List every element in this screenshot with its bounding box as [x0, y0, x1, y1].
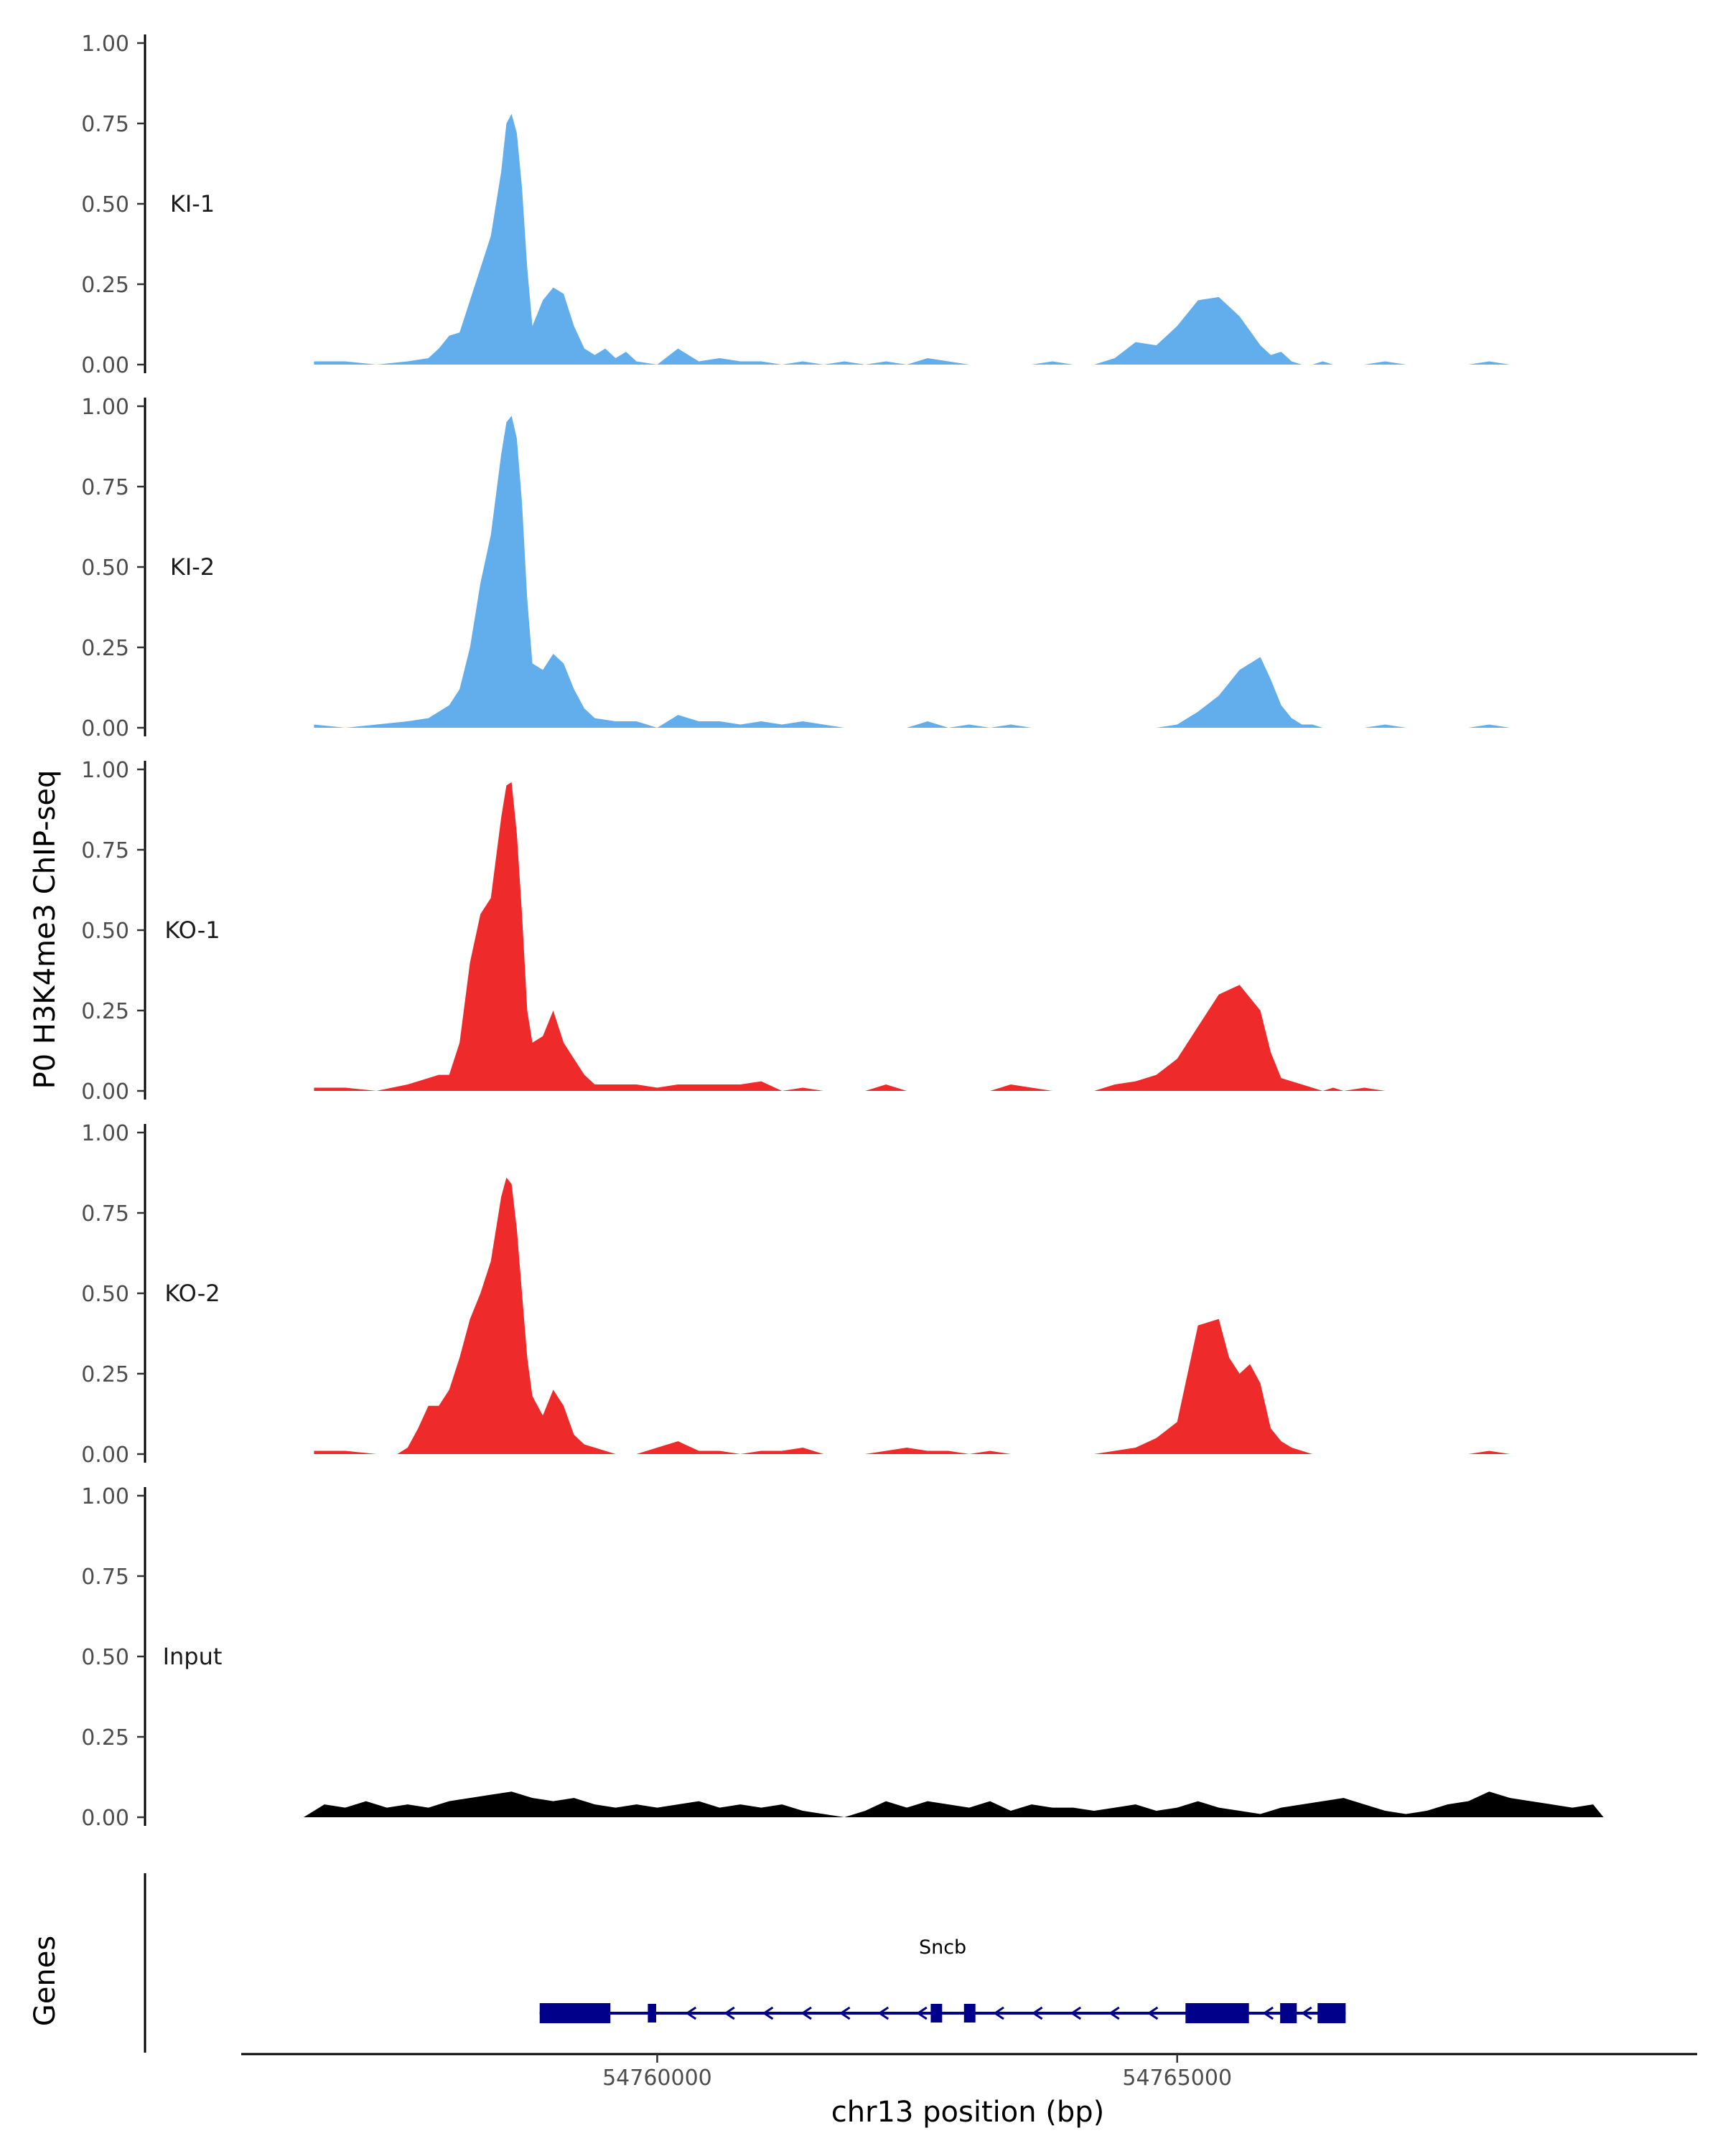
x-tick-label: 54765000 [1122, 2066, 1232, 2091]
strand-arrow [1147, 2006, 1159, 2020]
coverage-area-input [303, 1791, 1604, 1817]
gene-exon [539, 2003, 611, 2023]
x-axis-title: chr13 position (bp) [831, 2096, 1105, 2129]
y-tick-label: 0.75 [81, 1565, 129, 1590]
track-label: KO-1 [164, 917, 220, 944]
track-label: KI-1 [170, 190, 215, 217]
coverage-panels: 0.00 0.25 0.50 0.75 1.00 KI-1 0.00 0.25 0.50 0.75… [81, 32, 1604, 1831]
track-panel-input: 0.00 0.25 0.50 0.75 1.00 Input [81, 1484, 1604, 1831]
track-label: KI-2 [170, 553, 215, 581]
y-tick-label: 0.00 [81, 716, 129, 741]
x-tick-label: 54760000 [602, 2066, 712, 2091]
gene-exon [1317, 2003, 1346, 2023]
coverage-area-ko-1 [314, 782, 1594, 1091]
track-label: Input [163, 1643, 223, 1670]
strand-arrow [1070, 2006, 1082, 2020]
strand-arrow [1262, 2006, 1274, 2020]
strand-arrow [916, 2006, 928, 2020]
y-tick-label: 0.75 [81, 838, 129, 863]
strand-arrow [762, 2006, 774, 2020]
coverage-area-ki-1 [314, 113, 1604, 365]
gene-name-label: Sncb [919, 1936, 966, 1959]
y-tick-label: 0.75 [81, 112, 129, 137]
track-panel-ki-1: 0.00 0.25 0.50 0.75 1.00 KI-1 [81, 32, 1604, 378]
track-label: KO-2 [164, 1280, 220, 1307]
strand-arrow [685, 2006, 697, 2020]
y-tick-label: 0.50 [81, 556, 129, 581]
y-tick-label: 0.00 [81, 1079, 129, 1105]
track-panel-ko-1: 0.00 0.25 0.50 0.75 1.00 KO-1 [81, 758, 1594, 1105]
gene-exon [1185, 2003, 1249, 2023]
track-panel-ki-2: 0.00 0.25 0.50 0.75 1.00 KI-2 [81, 395, 1604, 741]
y-tick-label: 0.00 [81, 1443, 129, 1468]
y-tick-label: 0.25 [81, 273, 129, 298]
strand-arrow [724, 2006, 735, 2020]
y-tick-label: 0.25 [81, 1725, 129, 1750]
strand-arrow [800, 2006, 812, 2020]
y-tick-label: 0.75 [81, 1201, 129, 1227]
y-tick-label: 1.00 [81, 395, 129, 420]
y-tick-label: 1.00 [81, 1121, 129, 1146]
track-panel-ko-2: 0.00 0.25 0.50 0.75 1.00 KO-2 [81, 1121, 1573, 1468]
strand-arrow [1108, 2006, 1120, 2020]
y-tick-label: 0.25 [81, 999, 129, 1024]
y-tick-label: 0.50 [81, 919, 129, 944]
x-axis: 54760000 54765000 [241, 2053, 1697, 2091]
genes-axis-title: Genes [29, 1936, 62, 2026]
y-tick-label: 0.25 [81, 1362, 129, 1387]
gene-exon [1280, 2003, 1297, 2023]
strand-arrow [1031, 2006, 1043, 2020]
y-axis-title: P0 H3K4me3 ChIP-seq [29, 770, 62, 1089]
coverage-area-ki-2 [314, 416, 1604, 728]
gene-exon [963, 2004, 976, 2023]
y-tick-label: 1.00 [81, 32, 129, 57]
gene-exon [648, 2004, 656, 2023]
y-tick-label: 1.00 [81, 758, 129, 783]
strand-arrow [1301, 2006, 1312, 2020]
strand-arrow [877, 2006, 889, 2020]
y-tick-label: 0.25 [81, 636, 129, 661]
y-tick-label: 0.00 [81, 353, 129, 378]
y-tick-label: 0.50 [81, 1282, 129, 1307]
gene-track-panel: Sncb [144, 1873, 1346, 2053]
gene-model-sncb: Sncb [539, 1936, 1346, 2023]
gene-exon [930, 2004, 943, 2023]
strand-arrow [993, 2006, 1004, 2020]
strand-arrow [839, 2006, 851, 2020]
y-tick-label: 0.50 [81, 192, 129, 217]
coverage-area-ko-2 [314, 1177, 1573, 1454]
y-tick-label: 0.50 [81, 1645, 129, 1670]
y-tick-label: 0.00 [81, 1806, 129, 1831]
y-tick-label: 1.00 [81, 1484, 129, 1509]
y-tick-label: 0.75 [81, 475, 129, 500]
